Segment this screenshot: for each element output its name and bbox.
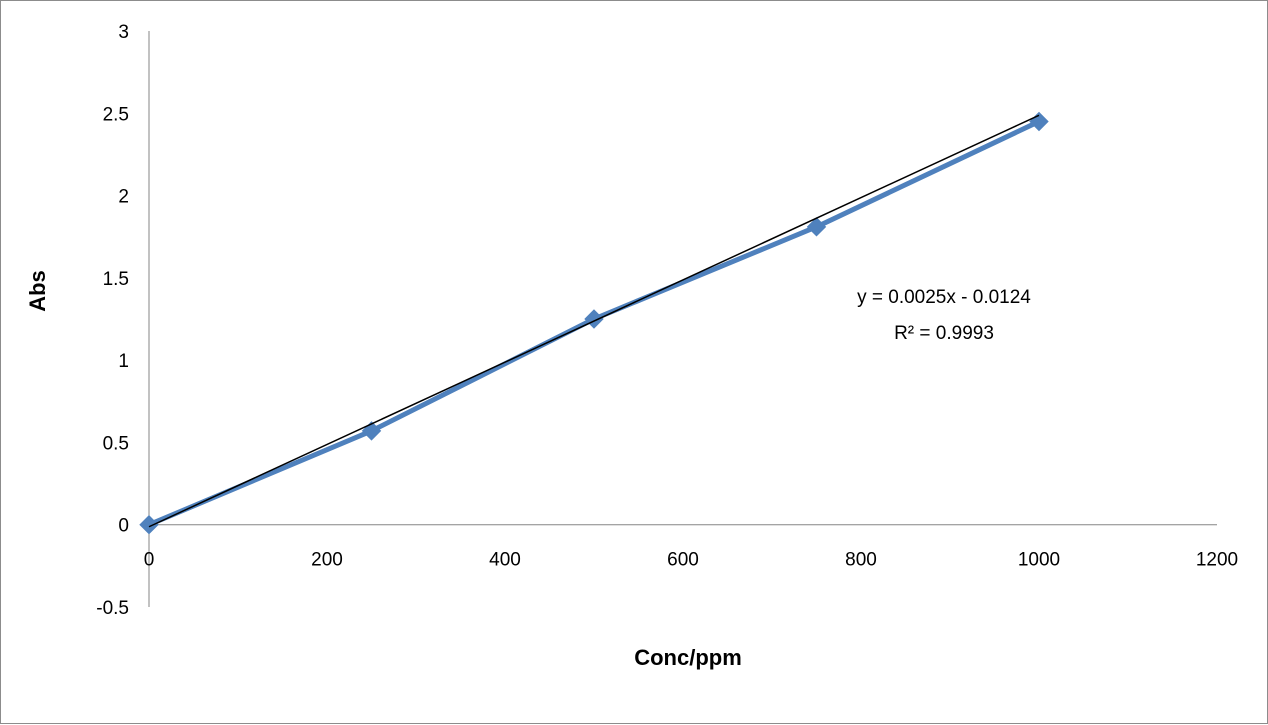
x-tick-label: 1000 [1018, 550, 1060, 571]
trendline-equation: y = 0.0025x - 0.0124 [857, 287, 1031, 308]
data-point-marker [1029, 111, 1049, 132]
x-tick-label: 800 [845, 550, 877, 571]
data-point-marker [139, 515, 159, 535]
y-tick-label: 1 [118, 351, 129, 372]
x-tick-label: 200 [311, 550, 343, 571]
x-axis-title: Conc/ppm [634, 645, 742, 670]
y-tick-label: 2.5 [103, 104, 129, 125]
trendline-r-squared: R² = 0.9993 [894, 323, 994, 344]
x-tick-label: 600 [667, 550, 699, 571]
y-tick-label: 2 [118, 187, 129, 208]
x-tick-label: 400 [489, 550, 521, 571]
y-tick-label: 3 [118, 22, 129, 43]
y-axis-title: Abs [25, 270, 50, 312]
trendline-group [148, 114, 1040, 528]
x-tick-label: 0 [144, 550, 155, 571]
x-tick-label: 1200 [1196, 550, 1238, 571]
axes [148, 31, 1217, 607]
data-series [139, 111, 1049, 535]
y-tick-label: 0 [118, 516, 129, 537]
data-point-marker [584, 309, 604, 329]
data-point-marker [806, 217, 827, 237]
tick-labels: -0.5 0 0.5 1 1.5 2 2.5 3 0 200 400 600 800 1000 1200 [96, 22, 1238, 619]
trendline [148, 114, 1040, 528]
y-tick-label: 1.5 [103, 269, 129, 290]
y-tick-label: -0.5 [96, 598, 129, 619]
y-tick-label: 0.5 [103, 433, 129, 454]
